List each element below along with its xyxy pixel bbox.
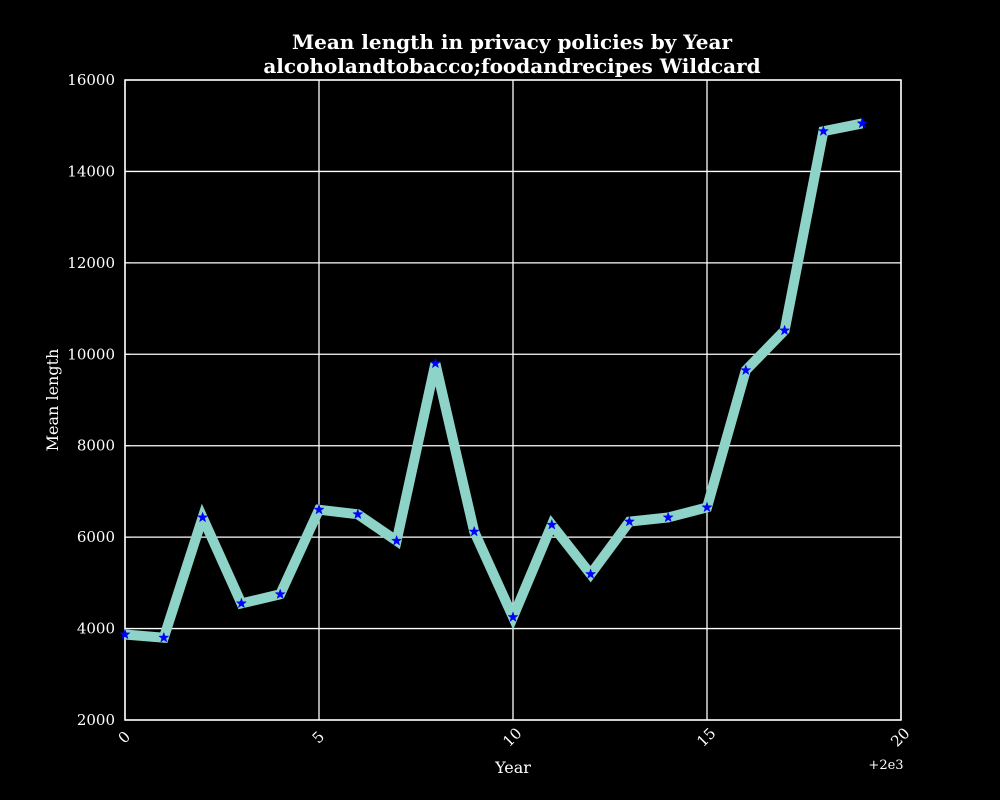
data-point-marker: [623, 515, 636, 527]
series-line: [124, 118, 864, 644]
chart-subtitle: alcoholandtobacco;foodandrecipes Wildcar…: [263, 54, 760, 78]
y-tick-label: 10000: [67, 345, 115, 363]
x-axis-offset-label: +2e3: [868, 758, 903, 773]
series-layer: [119, 117, 868, 644]
y-tick-label: 12000: [67, 254, 115, 272]
data-point-marker: [662, 511, 674, 523]
x-tick-label: 0: [115, 728, 134, 747]
x-axis-label: Year: [494, 758, 531, 777]
data-point-marker: [158, 631, 170, 643]
data-point-marker: [274, 588, 286, 600]
data-point-marker: [468, 525, 480, 537]
x-tick-label: 10: [499, 724, 525, 750]
y-axis-label: Mean length: [43, 349, 62, 452]
y-tick-label: 6000: [77, 528, 115, 546]
y-tick-label: 4000: [77, 620, 115, 638]
data-point-marker: [352, 508, 364, 520]
data-point-marker: [313, 503, 325, 515]
data-point-marker: [196, 511, 209, 523]
data-point-marker: [429, 357, 442, 369]
chart-title: Mean length in privacy policies by Year: [292, 30, 733, 54]
y-tick-label: 2000: [77, 711, 115, 729]
y-tick-label: 16000: [67, 71, 115, 89]
data-point-marker: [740, 364, 752, 376]
data-point-marker: [546, 518, 558, 530]
data-point-marker: [701, 501, 713, 513]
data-point-marker: [584, 568, 597, 579]
y-tick-label: 14000: [67, 162, 115, 180]
axis-ticks: 0 5 10 15 20 2000 4000 6000 8000 10000 12000 14000 1…: [67, 71, 913, 750]
x-tick-label: 20: [887, 724, 913, 750]
data-point-marker: [507, 611, 519, 622]
data-point-marker: [235, 597, 248, 609]
y-tick-label: 8000: [77, 437, 115, 455]
data-point-marker: [778, 324, 791, 336]
data-point-marker: [817, 125, 830, 137]
x-tick-label: 5: [309, 728, 328, 747]
data-point-marker: [856, 117, 868, 129]
data-point-marker: [390, 534, 403, 546]
x-tick-label: 15: [693, 724, 719, 750]
data-point-marker: [119, 628, 131, 640]
